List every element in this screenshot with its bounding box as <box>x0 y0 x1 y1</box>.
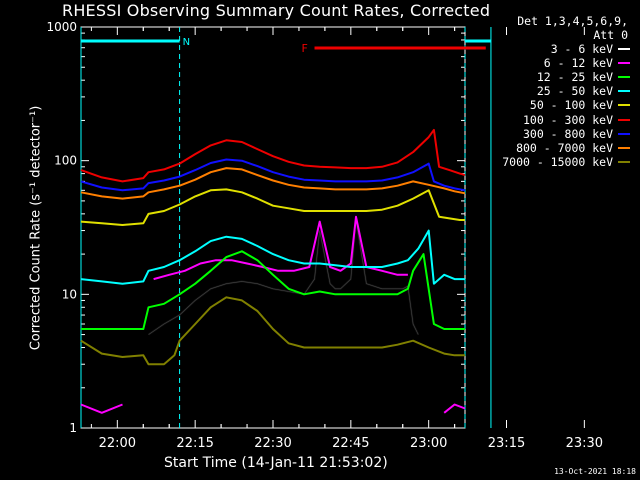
series-line-1 <box>147 219 420 336</box>
legend-entry: 3 - 6 keV <box>482 42 630 56</box>
series-line-6 <box>80 128 466 183</box>
x-tick-label: 22:45 <box>332 436 369 451</box>
legend-entry: 6 - 12 keV <box>482 56 630 70</box>
legend-entry: 300 - 800 keV <box>482 127 630 141</box>
x-tick-label: 22:15 <box>176 436 213 451</box>
legend-entry: 800 - 7000 keV <box>482 141 630 155</box>
legend-label: 800 - 7000 keV <box>516 140 613 155</box>
y-tick-label: 1 <box>69 421 77 435</box>
legend-header-line-2: Att 0 <box>593 28 628 42</box>
legend-swatch <box>618 104 630 107</box>
series-line-outline-1 <box>148 219 419 335</box>
series-line-9 <box>80 296 465 366</box>
legend-entry: 100 - 300 keV <box>482 112 630 127</box>
legend-label: 12 - 25 keV <box>536 70 613 85</box>
series-line-3 <box>81 250 465 330</box>
x-axis-label: Start Time (14-Jan-11 21:53:02) <box>164 455 388 471</box>
legend-label: 50 - 100 keV <box>529 98 613 113</box>
legend-entry: 25 - 50 keV <box>482 84 630 98</box>
x-tick-label: 23:15 <box>488 436 525 451</box>
legend: Det 1,3,4,5,6,9, Att 0 3 - 6 keV 6 - 12 k… <box>482 14 630 169</box>
series-line-4 <box>80 229 465 285</box>
legend-label: 6 - 12 keV <box>543 56 613 71</box>
legend-label: 3 - 6 keV <box>550 42 613 57</box>
x-tick-label: 23:00 <box>410 436 447 451</box>
night-label: N <box>183 37 190 48</box>
legend-entry: 12 - 25 keV <box>482 70 630 84</box>
legend-label: 7000 - 15000 keV <box>502 154 613 169</box>
legend-label: 100 - 300 keV <box>522 112 613 127</box>
legend-swatch <box>618 62 630 65</box>
chart-title: RHESSI Observing Summary Count Rates, Co… <box>62 1 491 20</box>
x-tick-label: 22:00 <box>99 436 136 451</box>
legend-swatch <box>618 132 630 135</box>
flare-label: F <box>302 42 308 55</box>
y-tick-label: 10 <box>62 287 77 301</box>
legend-label: 25 - 50 keV <box>536 84 613 99</box>
legend-swatch <box>618 118 630 121</box>
legend-swatch <box>618 160 630 163</box>
legend-swatch <box>618 48 630 51</box>
series-line-2 <box>80 215 466 414</box>
legend-label: 300 - 800 keV <box>522 126 613 141</box>
y-tick-label: 100 <box>54 154 77 168</box>
y-tick-label: 1000 <box>46 20 77 34</box>
generation-timestamp: 13-Oct-2021 18:18 <box>554 467 636 476</box>
legend-swatch <box>618 90 630 93</box>
y-axis-label: Corrected Count Rate (s⁻¹ detector⁻¹) <box>28 105 44 351</box>
x-tick-label: 23:30 <box>566 436 603 451</box>
x-tick-label: 22:30 <box>254 436 291 451</box>
legend-header-line-1: Det 1,3,4,5,6,9, <box>517 14 628 28</box>
plot-frame <box>80 26 466 429</box>
legend-swatch <box>618 76 630 79</box>
legend-swatch <box>618 146 630 149</box>
legend-entry: 50 - 100 keV <box>482 98 630 112</box>
series-line-5 <box>80 188 465 226</box>
series-line-8 <box>80 167 466 200</box>
series-line-7 <box>80 158 466 192</box>
legend-entry: 7000 - 15000 keV <box>482 155 630 169</box>
